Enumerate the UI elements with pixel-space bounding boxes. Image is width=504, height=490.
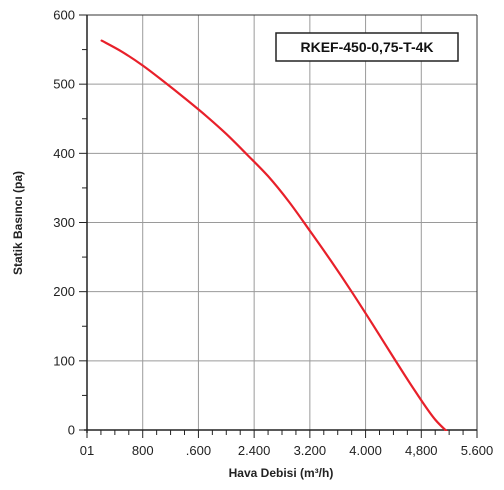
x-tick-label: 2.400 <box>238 443 271 458</box>
x-tick-label: .600 <box>186 443 211 458</box>
y-tick-label: 400 <box>53 146 75 161</box>
model-label: RKEF-450-0,75-T-4K <box>300 39 433 55</box>
x-tick-label: 01 <box>80 443 94 458</box>
x-tick-label: 5.600 <box>461 443 494 458</box>
series-line-0 <box>100 39 449 431</box>
y-tick-label: 100 <box>53 353 75 368</box>
y-tick-label: 200 <box>53 284 75 299</box>
model-label-box: RKEF-450-0,75-T-4K <box>275 32 459 62</box>
plot-frame <box>84 14 478 433</box>
x-tick-label: 4.000 <box>349 443 382 458</box>
y-axis-title: Statik Basıncı (pa) <box>11 171 25 275</box>
grid-lines <box>86 14 478 431</box>
y-tick-label: 300 <box>53 215 75 230</box>
y-tick-label: 600 <box>53 8 75 23</box>
y-axis: 0 100 200 300 400 500 600 <box>53 8 87 438</box>
x-axis-title: Hava Debisi (m³/h) <box>229 466 334 480</box>
x-tick-label: 800 <box>132 443 154 458</box>
x-tick-label: 4,800 <box>405 443 438 458</box>
y-tick-label: 0 <box>68 423 75 438</box>
x-axis: 01 800 .600 2.400 3.200 4.000 4,800 5.600 <box>80 430 494 458</box>
series-layer <box>100 39 449 431</box>
x-tick-label: 3.200 <box>294 443 327 458</box>
y-tick-label: 500 <box>53 77 75 92</box>
model-label-border <box>275 32 459 62</box>
